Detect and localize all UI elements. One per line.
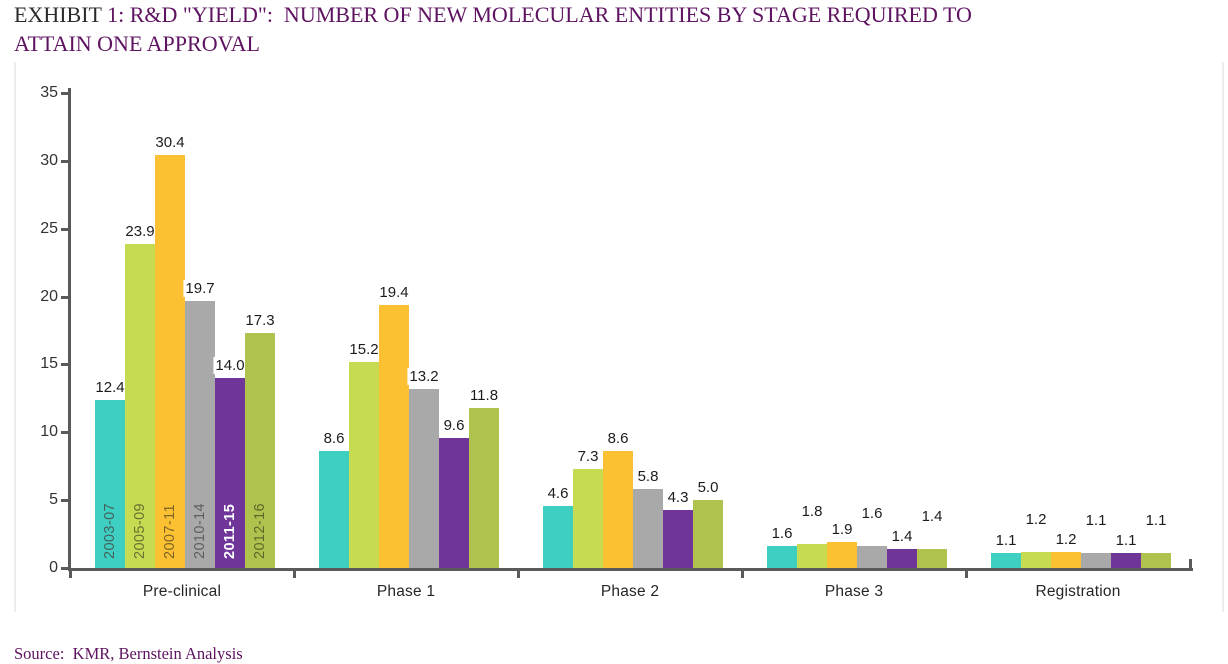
exhibit-title-prefix: EXHIBIT (14, 2, 102, 27)
exhibit-title-line1: 1: R&D "YIELD": NUMBER OF NEW MOLECULAR … (101, 2, 972, 27)
exhibit-title: EXHIBIT 1: R&D "YIELD": NUMBER OF NEW MO… (14, 0, 1192, 58)
exhibit-title-line2: ATTAIN ONE APPROVAL (14, 31, 260, 56)
source-note: Source: KMR, Bernstein Analysis (14, 644, 243, 663)
chart-image-frame (14, 62, 1224, 612)
